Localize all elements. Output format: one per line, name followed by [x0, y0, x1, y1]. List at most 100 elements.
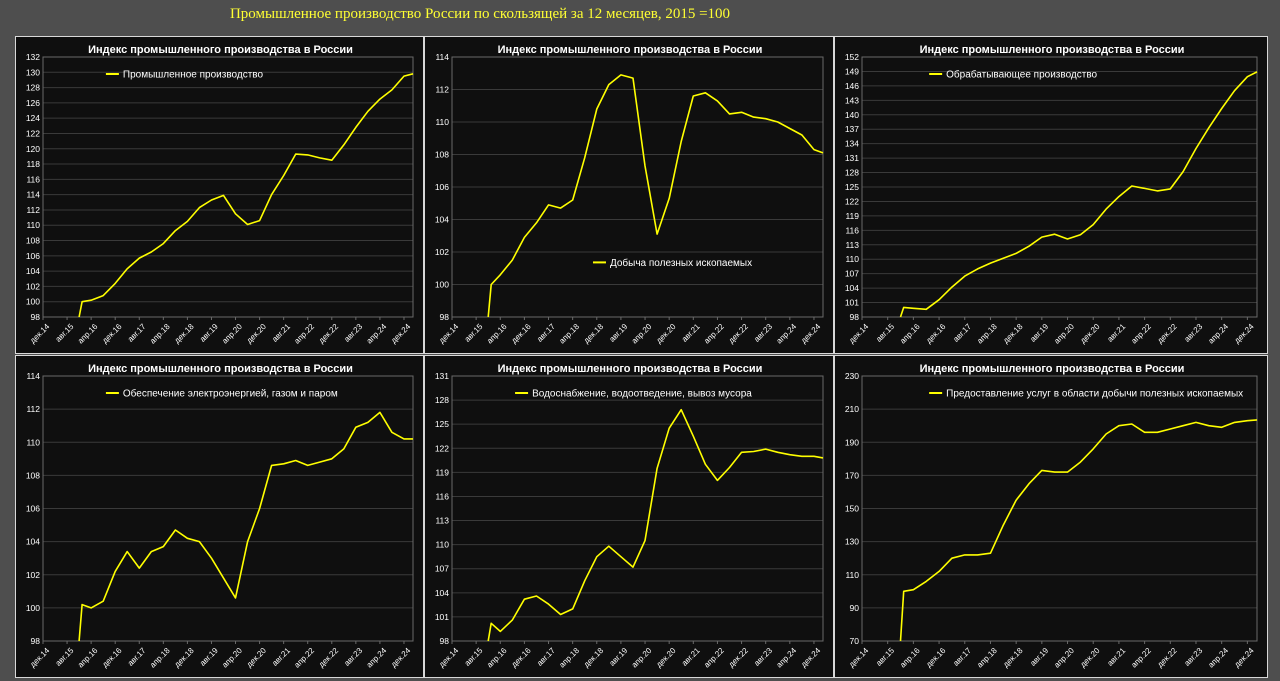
chart-title: Индекс промышленного производства в Росс…: [498, 44, 763, 56]
x-tick-label: дек.20: [245, 646, 269, 670]
y-tick-label: 113: [845, 240, 859, 250]
chart-title: Индекс промышленного производства в Росс…: [88, 44, 353, 56]
x-tick-label: дек.16: [100, 646, 124, 670]
x-tick-label: дек.24: [389, 646, 413, 670]
x-tick-label: апр.16: [898, 322, 922, 346]
y-tick-label: 106: [26, 251, 40, 261]
y-tick-label: 170: [845, 470, 859, 480]
chart-svg: Индекс промышленного производства в Росс…: [435, 363, 824, 670]
x-tick-label: апр.18: [148, 322, 172, 346]
main-title: Промышленное производство России по скол…: [229, 6, 731, 22]
y-tick-label: 152: [845, 52, 859, 62]
y-tick-label: 108: [26, 470, 40, 480]
y-tick-label: 118: [26, 159, 40, 169]
x-tick-label: апр.20: [1052, 646, 1076, 670]
y-tick-label: 104: [26, 266, 40, 276]
y-tick-label: 128: [26, 83, 40, 93]
x-tick-label: апр.22: [702, 646, 726, 670]
x-tick-label: дек.22: [727, 322, 751, 346]
x-tick-label: апр.18: [975, 646, 999, 670]
y-tick-label: 130: [26, 67, 40, 77]
y-tick-label: 114: [435, 52, 449, 62]
x-tick-label: апр.20: [220, 322, 244, 346]
plot-area: [42, 56, 414, 318]
y-tick-label: 100: [26, 297, 40, 307]
y-tick-label: 128: [845, 168, 859, 178]
x-tick-label: авг.23: [752, 322, 774, 344]
x-tick-label: апр.18: [557, 646, 581, 670]
series-line: [899, 71, 1258, 318]
series-line: [487, 408, 824, 642]
x-tick-label: авг.21: [680, 646, 702, 668]
y-tick-label: 104: [435, 588, 449, 598]
y-tick-label: 100: [26, 603, 40, 613]
chart-title: Индекс промышленного производства в Росс…: [88, 363, 353, 375]
x-tick-label: дек.14: [437, 646, 461, 670]
y-tick-label: 104: [26, 537, 40, 547]
x-tick-label: апр.22: [702, 322, 726, 346]
x-tick-label: апр.20: [630, 646, 654, 670]
plot-area: [861, 375, 1258, 642]
x-tick-label: дек.14: [847, 646, 871, 670]
chart-panel-electricity: Индекс промышленного производства в Росс…: [15, 355, 424, 678]
x-tick-label: дек.16: [510, 322, 534, 346]
plot-area: [451, 375, 824, 642]
y-tick-label: 128: [435, 395, 449, 405]
y-tick-label: 119: [435, 467, 449, 477]
x-tick-label: апр.16: [485, 322, 509, 346]
y-tick-label: 122: [435, 443, 449, 453]
legend-label: Добыча полезных ископаемых: [610, 257, 752, 269]
y-tick-label: 134: [845, 139, 859, 149]
x-tick-label: авг.23: [342, 322, 364, 344]
x-tick-label: апр.22: [1129, 646, 1153, 670]
x-tick-label: дек.18: [1001, 646, 1025, 670]
x-tick-label: авг.17: [535, 322, 557, 344]
y-tick-label: 126: [26, 98, 40, 108]
y-tick-label: 120: [26, 144, 40, 154]
y-tick-label: 119: [845, 211, 859, 221]
y-tick-label: 140: [845, 110, 859, 120]
x-tick-label: авг.15: [874, 646, 896, 668]
x-tick-label: апр.18: [148, 646, 172, 670]
x-tick-label: авг.21: [1106, 322, 1128, 344]
x-tick-label: дек.20: [1078, 646, 1102, 670]
y-tick-label: 116: [435, 491, 449, 501]
series-line: [78, 411, 413, 642]
x-tick-label: дек.22: [317, 646, 341, 670]
x-tick-label: дек.20: [654, 322, 678, 346]
x-tick-label: дек.24: [1233, 322, 1257, 346]
x-tick-label: авг.15: [874, 322, 896, 344]
y-tick-label: 107: [845, 269, 859, 279]
y-tick-label: 108: [435, 150, 449, 160]
chart-svg: Индекс промышленного производства в Росс…: [435, 44, 824, 346]
x-tick-label: авг.17: [951, 646, 973, 668]
y-tick-label: 110: [435, 117, 449, 127]
y-tick-label: 114: [26, 190, 40, 200]
legend-label: Водоснабжение, водоотведение, вывоз мусо…: [532, 388, 752, 400]
y-tick-label: 143: [845, 95, 859, 105]
x-tick-label: авг.15: [463, 646, 485, 668]
y-tick-label: 112: [26, 404, 40, 414]
y-tick-label: 107: [435, 564, 449, 574]
legend-label: Обрабатывающее производство: [946, 69, 1097, 81]
x-tick-label: апр.24: [775, 646, 799, 670]
x-tick-label: дек.16: [510, 646, 534, 670]
y-tick-label: 98: [31, 312, 41, 322]
x-tick-label: апр.20: [630, 322, 654, 346]
x-tick-label: дек.24: [799, 646, 823, 670]
y-tick-label: 102: [26, 281, 40, 291]
x-tick-label: авг.17: [126, 322, 148, 344]
x-tick-label: апр.18: [975, 322, 999, 346]
y-tick-label: 108: [26, 236, 40, 246]
chart-svg: Индекс промышленного производства в Росс…: [26, 363, 414, 670]
chart-svg: Индекс промышленного производства в Росс…: [845, 44, 1258, 346]
x-tick-label: дек.14: [847, 322, 871, 346]
x-tick-label: дек.20: [654, 646, 678, 670]
y-tick-label: 98: [31, 636, 41, 646]
x-tick-label: апр.20: [1052, 322, 1076, 346]
x-tick-label: дек.22: [1156, 646, 1180, 670]
x-tick-label: дек.24: [799, 322, 823, 346]
y-tick-label: 116: [26, 174, 40, 184]
x-tick-label: дек.16: [100, 322, 124, 346]
x-tick-label: апр.16: [898, 646, 922, 670]
